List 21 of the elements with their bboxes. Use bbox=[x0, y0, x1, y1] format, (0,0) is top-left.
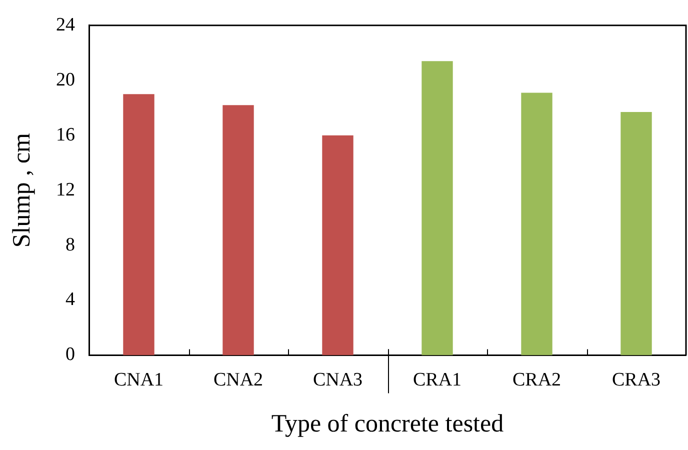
bar bbox=[521, 92, 552, 356]
y-tick-label: 0 bbox=[66, 344, 75, 366]
y-tick-label: 12 bbox=[56, 179, 75, 200]
x-axis-title: Type of concrete tested bbox=[271, 410, 504, 438]
x-tick-label: CNA2 bbox=[213, 370, 264, 391]
bar bbox=[422, 61, 453, 356]
y-tick-label: 24 bbox=[56, 14, 76, 36]
y-tick-label: 8 bbox=[66, 234, 75, 256]
y-tick-label: 16 bbox=[56, 124, 75, 146]
y-axis-title: Slump , cm bbox=[8, 132, 36, 248]
x-tick-label: CRA2 bbox=[512, 370, 562, 391]
x-tick-label: CNA1 bbox=[114, 370, 164, 391]
bar bbox=[322, 135, 354, 356]
bar bbox=[222, 105, 254, 356]
y-tick-label: 20 bbox=[56, 69, 75, 90]
bar bbox=[123, 94, 154, 356]
x-tick-label: CRA1 bbox=[412, 370, 462, 391]
x-tick-label: CRA3 bbox=[612, 370, 661, 391]
x-tick-label: CNA3 bbox=[312, 370, 363, 391]
y-tick-label: 4 bbox=[66, 289, 76, 310]
bar bbox=[620, 112, 652, 356]
